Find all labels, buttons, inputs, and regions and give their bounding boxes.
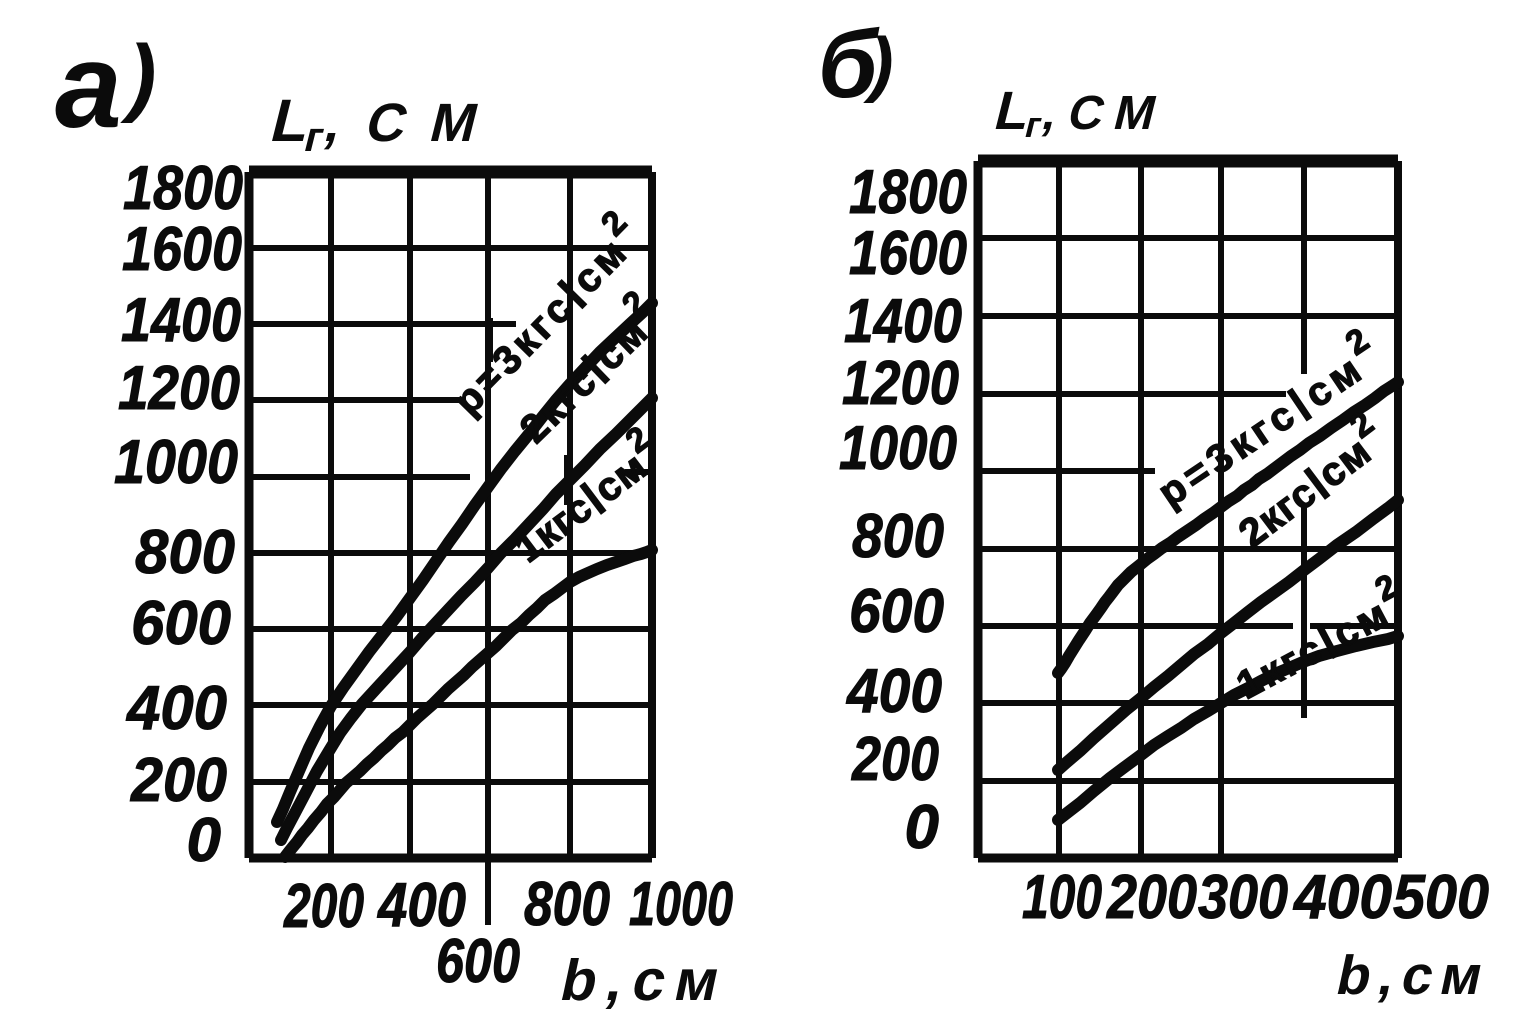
svg-text:1400: 1400 bbox=[121, 286, 241, 355]
svg-text:200: 200 bbox=[130, 746, 227, 815]
svg-text:0: 0 bbox=[187, 806, 221, 875]
svg-text:Lг,СМ: Lг,СМ bbox=[263, 87, 512, 161]
svg-text:1200: 1200 bbox=[118, 354, 240, 423]
svg-text:Lг,СМ: Lг,СМ bbox=[988, 80, 1176, 145]
svg-text:400: 400 bbox=[1292, 863, 1392, 932]
svg-text:1600: 1600 bbox=[849, 219, 967, 288]
svg-text:0: 0 bbox=[905, 793, 939, 862]
svg-text:200: 200 bbox=[1106, 863, 1197, 932]
svg-text:600: 600 bbox=[131, 589, 231, 658]
svg-text:100: 100 bbox=[1022, 863, 1102, 932]
svg-text:200: 200 bbox=[851, 725, 939, 794]
svg-text:b,см: b,см bbox=[1331, 945, 1496, 1006]
svg-text:1200: 1200 bbox=[842, 349, 959, 418]
svg-text:400: 400 bbox=[845, 657, 942, 726]
svg-text:300: 300 bbox=[1198, 863, 1288, 932]
svg-text:1000: 1000 bbox=[114, 428, 238, 497]
svg-text:1000: 1000 bbox=[839, 414, 957, 483]
svg-text:b,см: b,см bbox=[555, 949, 735, 1013]
svg-text:800: 800 bbox=[135, 518, 235, 587]
svg-text:400: 400 bbox=[376, 871, 466, 940]
svg-text:1800: 1800 bbox=[123, 154, 243, 223]
svg-text:200: 200 bbox=[283, 872, 364, 941]
svg-text:500: 500 bbox=[1393, 863, 1489, 932]
svg-text:1600: 1600 bbox=[122, 215, 242, 284]
svg-text:600: 600 bbox=[436, 927, 520, 996]
svg-text:600: 600 bbox=[849, 577, 944, 646]
svg-text:1000: 1000 bbox=[629, 870, 733, 939]
svg-text:800: 800 bbox=[524, 870, 610, 939]
svg-text:1400: 1400 bbox=[844, 287, 962, 356]
svg-text:1800: 1800 bbox=[849, 158, 967, 227]
svg-text:800: 800 bbox=[852, 502, 944, 571]
svg-text:б): б) bbox=[818, 11, 893, 118]
svg-text:400: 400 bbox=[125, 674, 227, 743]
